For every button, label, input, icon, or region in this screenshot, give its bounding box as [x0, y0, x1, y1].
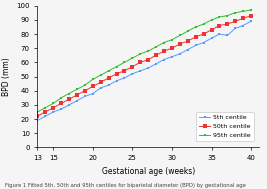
- Y-axis label: BPD (mm): BPD (mm): [2, 57, 11, 96]
- 95th centile: [115, 66, 118, 68]
- 5th centile: [202, 41, 205, 44]
- 5th centile: [162, 58, 166, 61]
- 95th centile: [202, 23, 205, 25]
- 95th centile: [210, 19, 213, 21]
- 50th centile: [83, 90, 87, 92]
- 95th centile: [170, 39, 174, 41]
- 50th centile: [234, 20, 237, 22]
- 95th centile: [242, 10, 245, 12]
- 5th centile: [242, 24, 245, 27]
- 50th centile: [226, 23, 229, 25]
- 5th centile: [234, 27, 237, 29]
- 50th centile: [218, 24, 221, 27]
- 50th centile: [147, 58, 150, 61]
- Line: 95th centile: 95th centile: [36, 9, 253, 113]
- 5th centile: [60, 108, 63, 110]
- 50th centile: [242, 17, 245, 20]
- 95th centile: [186, 30, 189, 32]
- 50th centile: [52, 107, 55, 109]
- 5th centile: [107, 84, 110, 86]
- 5th centile: [131, 73, 134, 75]
- 5th centile: [36, 119, 39, 122]
- 50th centile: [139, 61, 142, 64]
- 5th centile: [52, 111, 55, 113]
- 95th centile: [44, 107, 47, 109]
- 50th centile: [75, 94, 78, 96]
- 95th centile: [91, 78, 95, 81]
- 95th centile: [107, 70, 110, 72]
- 95th centile: [52, 102, 55, 105]
- 95th centile: [99, 74, 102, 76]
- 95th centile: [249, 9, 253, 11]
- 5th centile: [139, 70, 142, 72]
- 95th centile: [139, 53, 142, 55]
- 95th centile: [60, 97, 63, 99]
- 5th centile: [115, 80, 118, 82]
- 5th centile: [75, 100, 78, 102]
- 50th centile: [249, 15, 253, 17]
- 95th centile: [75, 88, 78, 91]
- 95th centile: [68, 92, 71, 95]
- 5th centile: [226, 34, 229, 37]
- 50th centile: [91, 85, 95, 88]
- 50th centile: [107, 77, 110, 79]
- 50th centile: [123, 70, 126, 72]
- 95th centile: [147, 50, 150, 52]
- 5th centile: [210, 37, 213, 40]
- 5th centile: [155, 63, 158, 65]
- 5th centile: [99, 87, 102, 89]
- 5th centile: [68, 104, 71, 106]
- 50th centile: [44, 111, 47, 113]
- 95th centile: [226, 15, 229, 17]
- 95th centile: [155, 46, 158, 48]
- 50th centile: [178, 43, 182, 45]
- 95th centile: [218, 16, 221, 18]
- 95th centile: [123, 61, 126, 64]
- 50th centile: [99, 81, 102, 83]
- 5th centile: [170, 56, 174, 58]
- 5th centile: [249, 20, 253, 22]
- 50th centile: [60, 102, 63, 105]
- 50th centile: [194, 36, 197, 38]
- 5th centile: [147, 67, 150, 69]
- 5th centile: [194, 44, 197, 46]
- 50th centile: [155, 54, 158, 56]
- 5th centile: [123, 77, 126, 79]
- 5th centile: [186, 49, 189, 51]
- Line: 50th centile: 50th centile: [36, 14, 253, 118]
- 95th centile: [36, 111, 39, 113]
- 50th centile: [170, 47, 174, 49]
- 50th centile: [36, 115, 39, 117]
- 95th centile: [162, 41, 166, 44]
- 50th centile: [68, 98, 71, 100]
- X-axis label: Gestational age (weeks): Gestational age (weeks): [101, 167, 195, 176]
- 50th centile: [162, 50, 166, 52]
- 95th centile: [83, 84, 87, 86]
- 50th centile: [186, 40, 189, 42]
- 5th centile: [178, 53, 182, 55]
- Text: Figure 1 Fitted 5th, 50th and 95th centiles for biparietal diameter (BPD) by ges: Figure 1 Fitted 5th, 50th and 95th centi…: [5, 183, 246, 188]
- 95th centile: [234, 12, 237, 14]
- 95th centile: [194, 26, 197, 28]
- 50th centile: [210, 29, 213, 31]
- 5th centile: [218, 33, 221, 35]
- 50th centile: [202, 33, 205, 35]
- 5th centile: [91, 92, 95, 95]
- 95th centile: [131, 57, 134, 59]
- 5th centile: [83, 95, 87, 98]
- Line: 5th centile: 5th centile: [36, 20, 253, 122]
- 5th centile: [44, 115, 47, 117]
- Legend: 5th centile, 50th centile, 95th centile: 5th centile, 50th centile, 95th centile: [196, 112, 254, 141]
- 50th centile: [115, 73, 118, 75]
- 50th centile: [131, 66, 134, 68]
- 95th centile: [178, 34, 182, 37]
